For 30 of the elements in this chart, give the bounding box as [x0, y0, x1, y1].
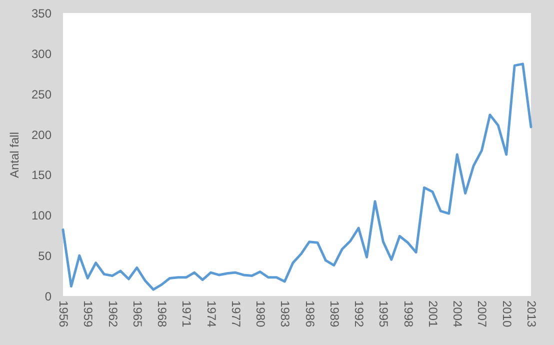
x-tick-label: 1998	[401, 300, 416, 328]
x-tick-label: 1962	[106, 300, 120, 328]
y-tick-label: 100	[31, 208, 52, 223]
x-tick-label: 1980	[254, 300, 268, 328]
x-tick-label: 2013	[524, 300, 538, 328]
y-tick-label: 350	[31, 6, 52, 20]
x-tick-label: 2004	[450, 300, 465, 328]
x-tick-label: 1977	[228, 300, 243, 328]
x-tick-label: 1986	[302, 300, 317, 328]
x-tick-label: 1965	[130, 300, 144, 328]
y-tick-label: 300	[31, 46, 52, 61]
line-series	[62, 62, 532, 291]
x-tick-label: 1995	[376, 300, 391, 328]
y-tick-label: 250	[31, 87, 52, 102]
y-tick-label: 50	[38, 249, 52, 264]
y-tick-label: 150	[31, 168, 52, 182]
x-tick-label: 2007	[475, 300, 490, 328]
x-tick-label: 2001	[426, 300, 440, 328]
x-tick-label: 1971	[180, 300, 194, 328]
x-tick-label: 1956	[56, 300, 70, 328]
y-axis-title: Antal fall	[7, 132, 22, 178]
y-tick-label: 0	[44, 290, 52, 304]
y-tick-label: 200	[31, 128, 52, 142]
x-tick-label: 1968	[155, 300, 170, 328]
x-tick-label: 1989	[327, 300, 342, 328]
x-tick-label: 1983	[278, 300, 292, 328]
x-tick-label: 2010	[500, 300, 514, 328]
x-tick-label: 1974	[204, 300, 218, 328]
x-tick-label: 1959	[81, 300, 96, 328]
x-tick-label: 1992	[352, 300, 366, 328]
